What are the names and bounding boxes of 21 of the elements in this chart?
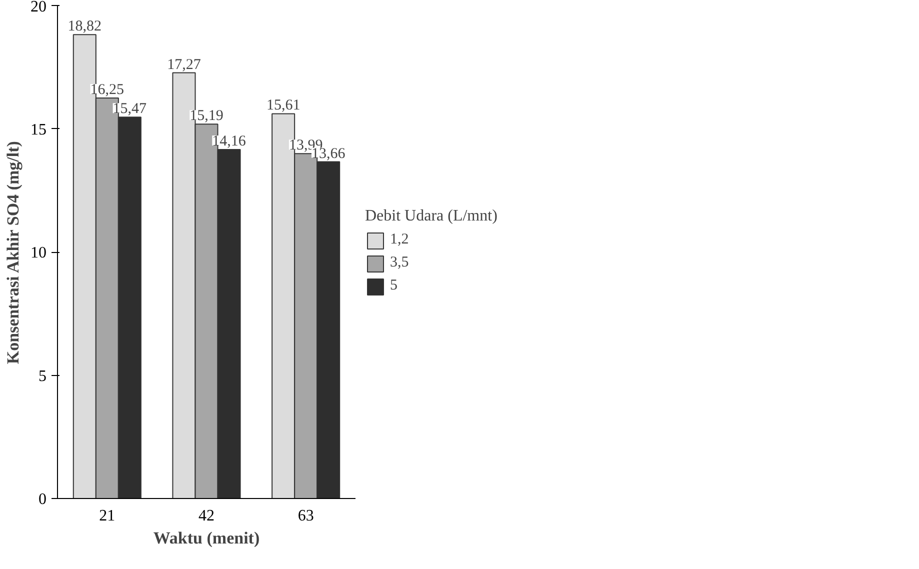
legend-label: 1,2 [390, 232, 410, 248]
y-tick-label: 10 [30, 244, 46, 262]
y-tick-label: 20 [30, 0, 46, 16]
data-label: 14,16 [212, 133, 246, 150]
data-label: 18,82 [68, 18, 102, 35]
x-tick-label: 21 [99, 508, 116, 524]
y-tick-label: 0 [38, 491, 46, 508]
x-tick-label: 63 [298, 508, 314, 524]
data-label: 15,47 [112, 101, 148, 118]
legend-title: Debit Udara (L/mnt) [365, 207, 498, 225]
x-axis-title: Waktu (menit) [153, 528, 260, 548]
data-label: 15,61 [266, 98, 300, 114]
data-label: 16,25 [90, 82, 124, 98]
legend-label: 3,5 [390, 254, 410, 272]
y-tick-label: 5 [38, 368, 46, 385]
data-label: 15,19 [190, 108, 224, 124]
data-label: 17,27 [167, 56, 202, 73]
y-tick-label: 15 [30, 121, 46, 138]
x-tick-label: 42 [198, 508, 214, 524]
y-axis-title: Konsentrasi Akhir SO4 (mg/lt) [4, 141, 22, 364]
legend-label: 5 [390, 278, 398, 294]
